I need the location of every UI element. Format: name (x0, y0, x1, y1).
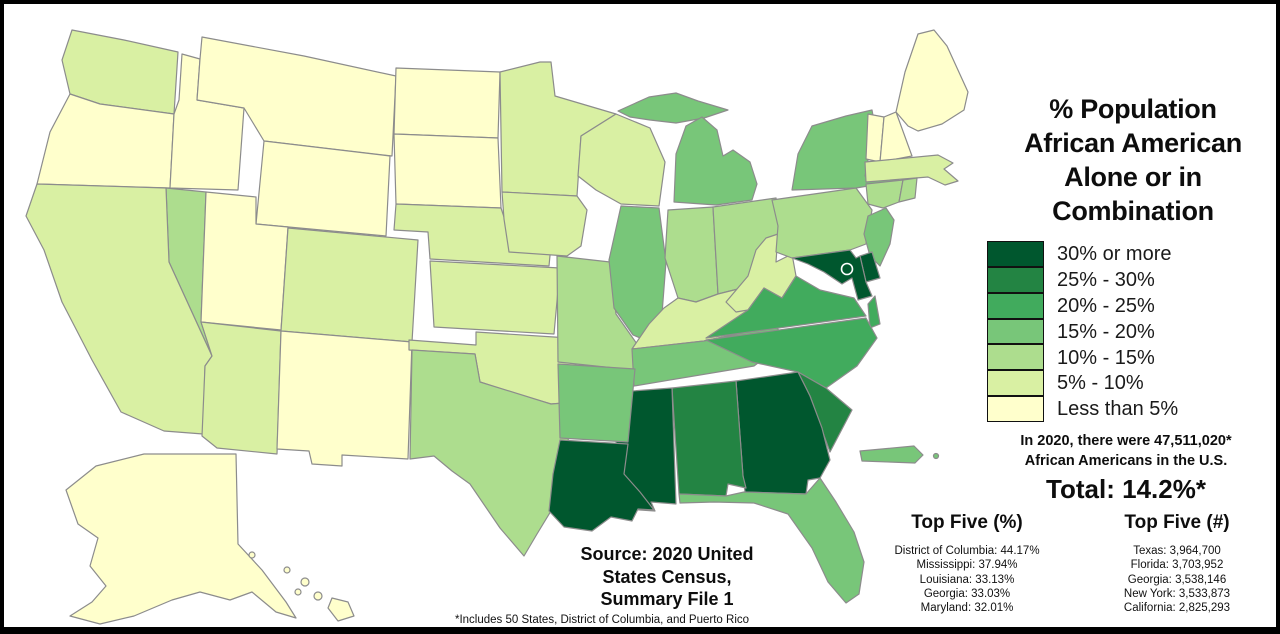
list-item: Maryland: 32.01% (920, 602, 1014, 614)
state-nd (393, 67, 501, 139)
legend-row: 30% or more (987, 241, 1178, 268)
list-item: Texas: 3,964,700 (1133, 545, 1221, 557)
text-line: Combination (1052, 196, 1214, 227)
state-nj (863, 207, 895, 267)
legend-row: 10% - 15% (987, 344, 1178, 371)
legend-label: 15% - 20% (1057, 320, 1155, 343)
state-pa (771, 187, 873, 259)
state-va (705, 275, 867, 339)
legend-label: 5% - 10% (1057, 372, 1144, 395)
state-co (280, 227, 419, 343)
top-five-percent-column: Top Five (%) District of Columbia: 44.17… (862, 512, 1072, 615)
legend-row: Less than 5% (987, 395, 1179, 423)
text-line: Summary File 1 (600, 589, 734, 610)
state-tx (409, 349, 578, 557)
source-note: Source: 2020 United States Census, Summary… (519, 543, 815, 611)
legend-swatch (987, 266, 1044, 293)
state-ca (25, 183, 213, 435)
state-nc (705, 317, 878, 389)
territory-pr-islet (932, 452, 940, 460)
state-in (664, 206, 719, 303)
top-five-percent-title: Top Five (%) (911, 512, 1023, 533)
population-annotation: In 2020, there were 47,511,020* African A… (976, 432, 1276, 471)
state-va-shore (867, 295, 881, 329)
text-line: Source: 2020 United (580, 544, 754, 564)
territory-pr (859, 445, 924, 464)
state-hi-island-4 (294, 588, 302, 596)
state-la (548, 439, 655, 532)
legend-label: Less than 5% (1057, 398, 1179, 421)
list-item: Florida: 3,703,952 (1130, 559, 1224, 572)
state-wy (255, 140, 391, 237)
text-line: African Americans in the U.S. (1024, 452, 1228, 469)
text-line: % Population (1049, 94, 1217, 124)
state-ar (557, 363, 636, 443)
state-hi-big-island (327, 597, 355, 622)
text-line: African American (1024, 128, 1242, 159)
state-wi (577, 113, 666, 207)
state-ks (429, 260, 561, 335)
legend-swatch (987, 318, 1044, 345)
list-item: California: 2,825,293 (1123, 602, 1231, 614)
legend-row: 15% - 20% (987, 318, 1178, 345)
state-hi-island-2 (283, 566, 291, 574)
legend-label: 30% or more (1057, 243, 1172, 266)
dc-marker-circle (840, 262, 854, 276)
us-choropleth-map (25, 29, 969, 625)
legend-swatch (987, 395, 1044, 422)
state-nh (879, 111, 913, 163)
top-five-percent-list: District of Columbia: 44.17% Mississippi:… (862, 544, 1072, 615)
legend-swatch (987, 241, 1044, 267)
text-line: States Census, (602, 566, 732, 587)
legend-swatch (987, 292, 1044, 319)
state-al (671, 380, 747, 497)
state-mi-lower (673, 116, 758, 206)
top-five-count-list: Texas: 3,964,700 Florida: 3,703,952 Georgi… (1072, 544, 1276, 615)
top-five-count-column: Top Five (#) Texas: 3,964,700 Florida: 3,… (1072, 512, 1276, 615)
state-ma (864, 154, 959, 186)
state-md (791, 249, 873, 301)
legend-row: 20% - 25% (987, 292, 1178, 320)
legend-label: 10% - 15% (1057, 346, 1155, 369)
state-ri (898, 177, 918, 203)
state-az (200, 321, 282, 455)
state-ia (501, 191, 588, 257)
legend-label: 20% - 25% (1057, 294, 1155, 317)
top-five-section: Top Five (%) District of Columbia: 44.17… (862, 512, 1276, 615)
legend-swatch (987, 344, 1044, 371)
list-item: New York: 3,533,873 (1123, 587, 1231, 600)
state-fl (678, 477, 865, 604)
legend-label: 25% - 30% (1057, 269, 1155, 292)
list-item: Georgia: 3,538,146 (1127, 573, 1227, 586)
total-percentage: Total: 14.2%* (1046, 474, 1206, 504)
state-sd (393, 133, 502, 209)
state-hi-island-1 (248, 551, 256, 559)
map-title: % Population African American Alone or in C… (986, 92, 1276, 228)
list-item: District of Columbia: 44.17% (894, 545, 1040, 557)
list-item: Georgia: 33.03% (923, 587, 1011, 600)
state-mi-upper (617, 92, 729, 124)
legend-row: 5% - 10% (987, 370, 1178, 397)
list-item: Mississippi: 37.94% (916, 559, 1018, 572)
state-nm (276, 330, 413, 467)
footnote: *Includes 50 States, District of Columbi… (454, 614, 750, 626)
text-line: Alone or in (1064, 162, 1202, 193)
state-ct (865, 179, 904, 209)
state-hi-island-3 (300, 577, 310, 587)
list-item: Louisiana: 33.13% (919, 573, 1015, 586)
text-line: In 2020, there were 47,511,020* (1020, 433, 1232, 449)
legend-row: 25% - 30% (987, 266, 1178, 294)
top-five-count-title: Top Five (#) (1124, 512, 1230, 533)
state-hi-island-5 (313, 591, 323, 601)
legend-swatch (987, 370, 1044, 396)
legend: 30% or more 25% - 30% 20% - 25% 15% - 20% 10… (987, 241, 1179, 423)
state-ak (65, 453, 297, 625)
state-me (895, 29, 969, 132)
